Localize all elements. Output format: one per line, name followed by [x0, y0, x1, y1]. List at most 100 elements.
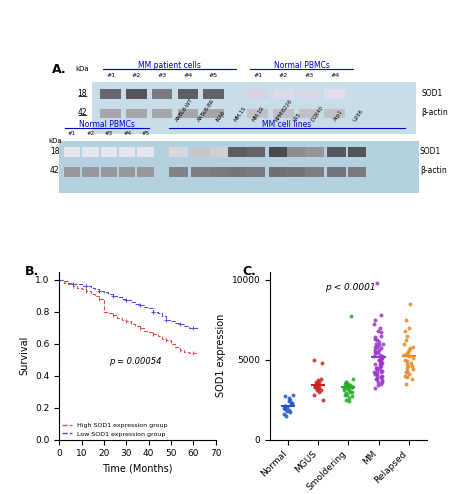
Point: [371, 370, 378, 378]
Point: [280, 410, 288, 418]
Point: [343, 381, 351, 389]
FancyBboxPatch shape: [247, 109, 268, 118]
Point: [377, 359, 385, 367]
Point: [283, 403, 291, 411]
FancyBboxPatch shape: [191, 167, 210, 177]
Point: [377, 356, 385, 364]
Point: [377, 362, 384, 370]
FancyBboxPatch shape: [228, 147, 246, 157]
Point: [377, 369, 385, 376]
Text: 42: 42: [50, 166, 59, 175]
FancyBboxPatch shape: [328, 147, 346, 157]
Point: [405, 353, 412, 361]
FancyBboxPatch shape: [82, 147, 99, 157]
Point: [310, 391, 318, 399]
Point: [371, 335, 379, 343]
Point: [376, 362, 383, 370]
Point: [282, 405, 289, 413]
Point: [374, 348, 382, 356]
Point: [375, 341, 383, 349]
Y-axis label: SOD1 expression: SOD1 expression: [216, 314, 226, 397]
Text: ANBL6-BR: ANBL6-BR: [197, 98, 216, 123]
Text: INA6: INA6: [215, 110, 226, 123]
Point: [371, 343, 378, 351]
Text: β-actin: β-actin: [420, 166, 447, 175]
Point: [315, 381, 323, 389]
Text: Normal PBMCs: Normal PBMCs: [79, 120, 135, 129]
Point: [316, 388, 323, 396]
Point: [403, 357, 410, 365]
Point: [282, 393, 289, 401]
FancyBboxPatch shape: [246, 147, 265, 157]
Point: [283, 407, 291, 415]
Point: [377, 359, 385, 367]
Point: [287, 396, 294, 404]
Point: [373, 336, 381, 344]
Point: [319, 359, 326, 367]
FancyBboxPatch shape: [92, 82, 416, 133]
Point: [377, 373, 385, 381]
FancyBboxPatch shape: [287, 167, 305, 177]
Text: p = 0.00054: p = 0.00054: [109, 357, 162, 366]
Point: [371, 346, 379, 354]
Point: [403, 367, 411, 375]
FancyBboxPatch shape: [325, 109, 345, 118]
Point: [409, 354, 417, 362]
Point: [372, 384, 379, 392]
Point: [371, 316, 378, 324]
Point: [318, 386, 325, 394]
Point: [345, 397, 353, 405]
Point: [313, 380, 320, 388]
Legend: High SOD1 expression group, Low SOD1 expression group: High SOD1 expression group, Low SOD1 exp…: [63, 423, 167, 437]
Text: C.: C.: [242, 265, 256, 278]
Point: [344, 391, 351, 399]
Point: [342, 378, 349, 386]
Text: RPMI8226: RPMI8226: [273, 98, 293, 123]
Point: [373, 364, 380, 371]
Y-axis label: Survival: Survival: [19, 336, 29, 375]
Text: #4: #4: [123, 131, 131, 136]
Point: [343, 384, 351, 392]
Point: [406, 344, 413, 352]
Point: [372, 375, 380, 383]
Text: SOD1: SOD1: [421, 89, 442, 98]
Point: [319, 396, 327, 404]
FancyBboxPatch shape: [178, 89, 198, 99]
Text: B.: B.: [25, 265, 39, 278]
Point: [371, 348, 378, 356]
Point: [346, 381, 354, 389]
Point: [281, 404, 288, 412]
Point: [370, 353, 378, 361]
Text: MM cell lines: MM cell lines: [263, 120, 311, 129]
Point: [402, 316, 410, 324]
Point: [348, 383, 356, 391]
Point: [377, 354, 384, 362]
Point: [282, 402, 289, 410]
FancyBboxPatch shape: [100, 109, 121, 118]
FancyBboxPatch shape: [269, 147, 287, 157]
Point: [378, 378, 385, 386]
Point: [373, 367, 381, 375]
FancyBboxPatch shape: [228, 167, 246, 177]
FancyBboxPatch shape: [325, 89, 345, 99]
Point: [371, 321, 378, 329]
Point: [314, 376, 322, 384]
Point: [317, 375, 325, 383]
Text: —: —: [77, 110, 87, 120]
Point: [401, 340, 408, 348]
FancyBboxPatch shape: [82, 167, 99, 177]
Point: [403, 364, 410, 371]
Point: [374, 327, 382, 335]
Point: [372, 349, 380, 357]
FancyBboxPatch shape: [273, 89, 293, 99]
Point: [409, 365, 417, 373]
Point: [377, 329, 384, 336]
FancyBboxPatch shape: [246, 167, 265, 177]
Point: [373, 279, 381, 287]
Point: [409, 362, 416, 370]
FancyBboxPatch shape: [126, 89, 146, 99]
Point: [313, 384, 320, 392]
Point: [403, 331, 411, 339]
Text: #2: #2: [132, 74, 141, 79]
FancyBboxPatch shape: [305, 167, 324, 177]
